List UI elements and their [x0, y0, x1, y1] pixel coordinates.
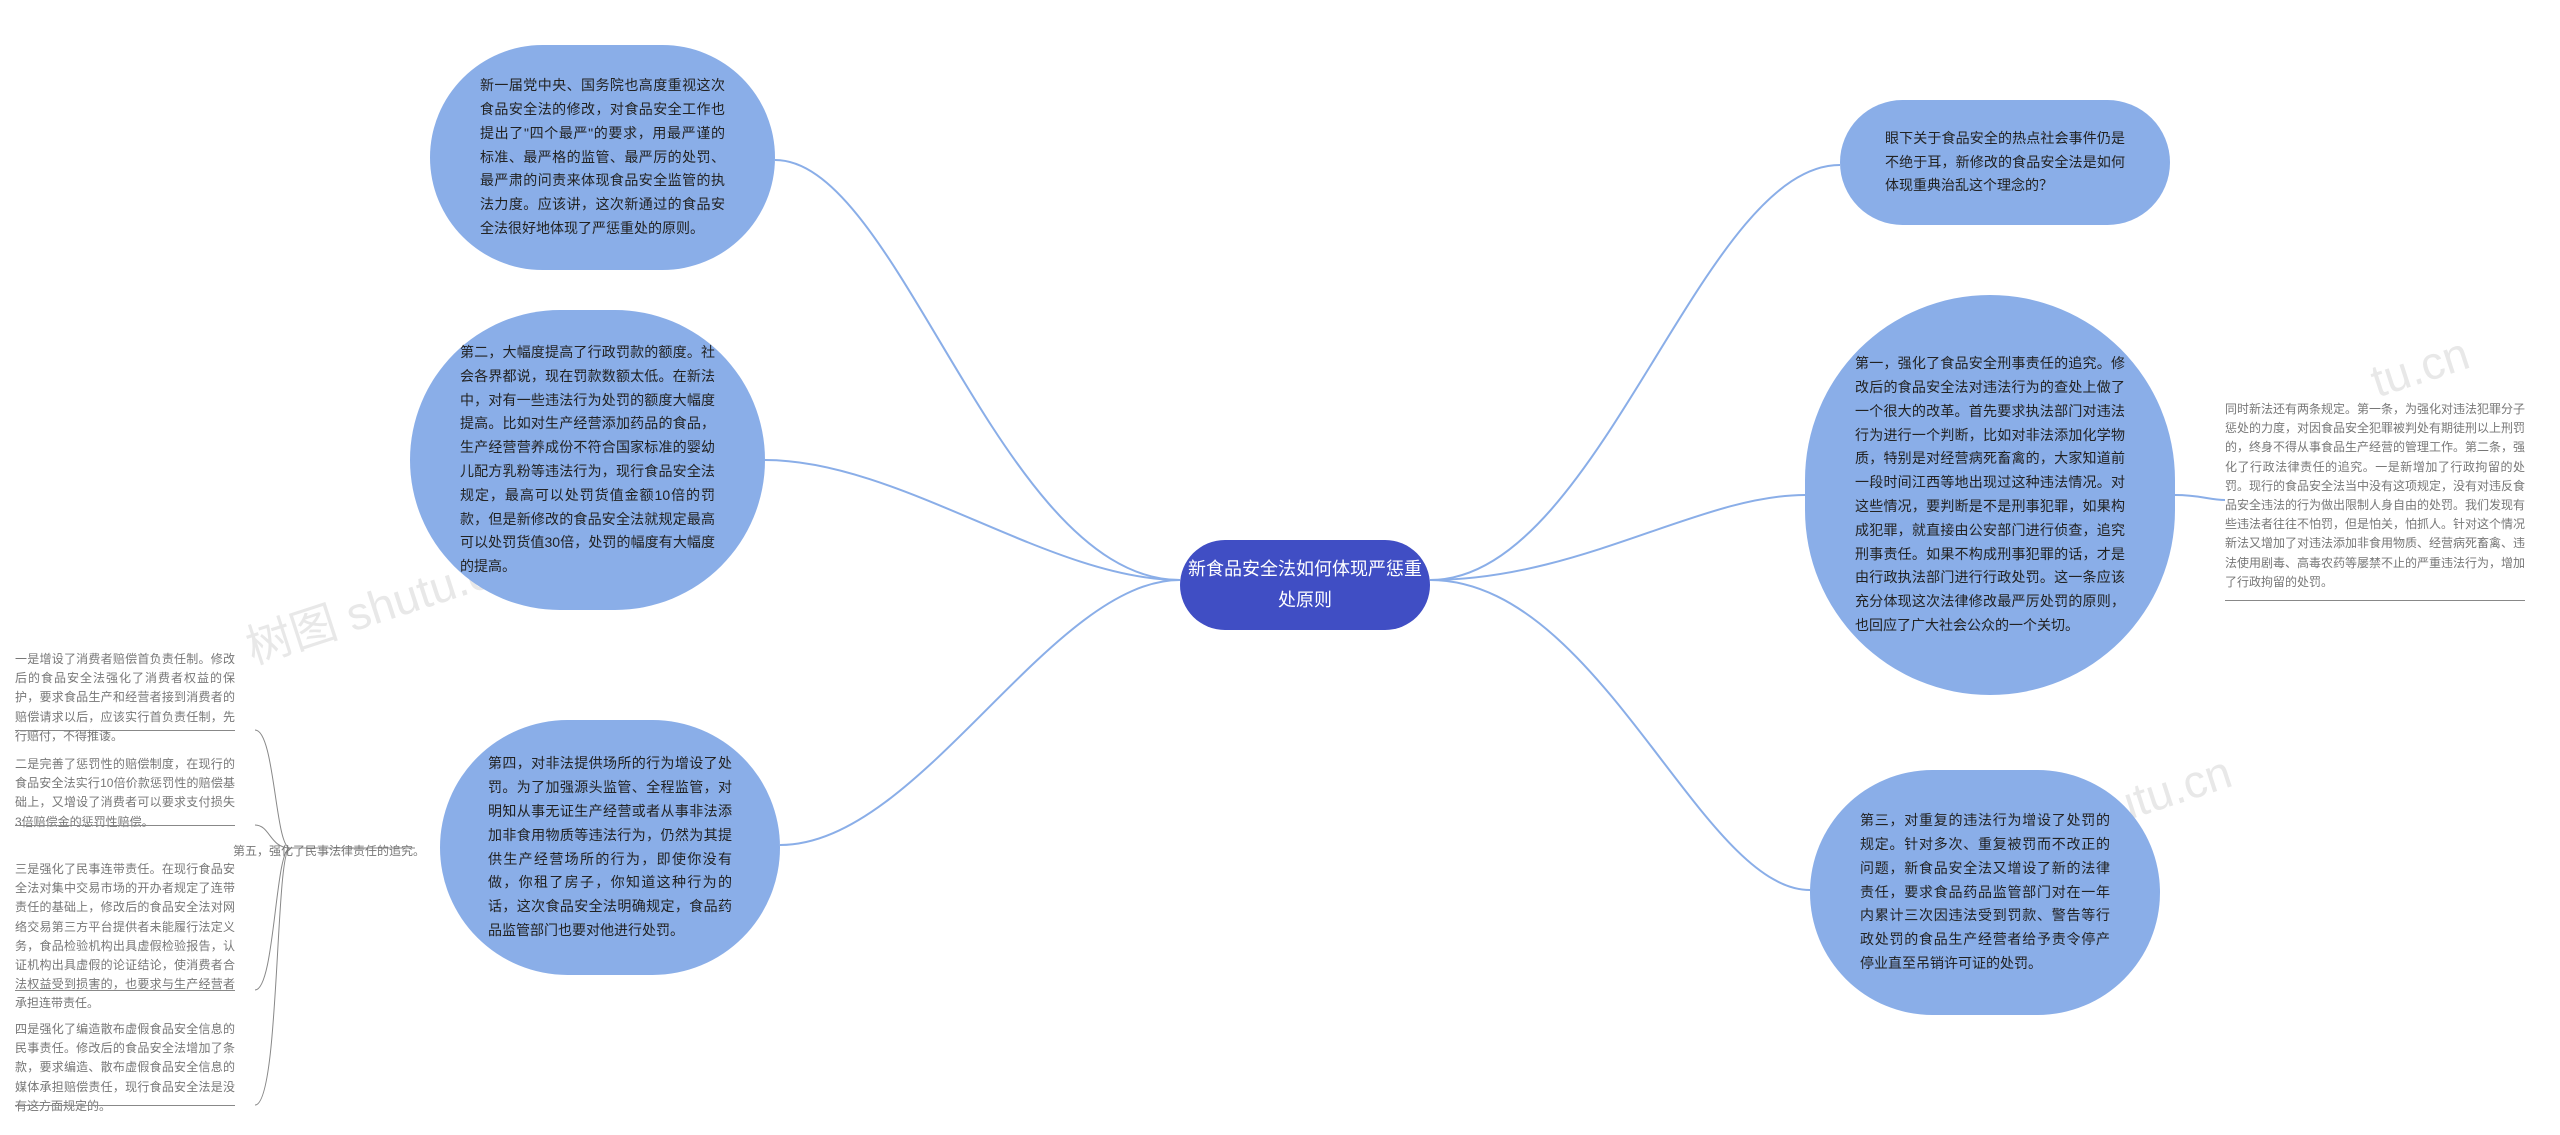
branch-node-L2[interactable]: 第二，大幅度提高了行政罚款的额度。社会各界都说，现在罚款数额太低。在新法中，对有… [410, 310, 765, 610]
branch-node-R2[interactable]: 第一，强化了食品安全刑事责任的追究。修改后的食品安全法对违法行为的查处上做了一个… [1805, 295, 2175, 695]
leaf-underline [15, 825, 235, 826]
branch-node-R3[interactable]: 第三，对重复的违法行为增设了处罚的规定。针对多次、重复被罚而不改正的问题，新食品… [1810, 770, 2160, 1015]
branch-text: 眼下关于食品安全的热点社会事件仍是不绝于耳，新修改的食品安全法是如何体现重典治乱… [1885, 127, 2125, 198]
leaf-underline [15, 990, 235, 991]
connector [780, 580, 1180, 845]
branch-node-L3[interactable]: 第四，对非法提供场所的行为增设了处罚。为了加强源头监管、全程监管，对明知从事无证… [440, 720, 780, 975]
leaf-node: 四是强化了编造散布虚假食品安全信息的民事责任。修改后的食品安全法增加了条款，要求… [15, 1020, 235, 1116]
branch-node-L1[interactable]: 新一届党中央、国务院也高度重视这次食品安全法的修改，对食品安全工作也提出了"四个… [430, 45, 775, 270]
center-text: 新食品安全法如何体现严惩重处原则 [1180, 554, 1430, 615]
branch-text: 新一届党中央、国务院也高度重视这次食品安全法的修改，对食品安全工作也提出了"四个… [480, 74, 725, 241]
connector [1430, 580, 1810, 890]
branch-text: 第二，大幅度提高了行政罚款的额度。社会各界都说，现在罚款数额太低。在新法中，对有… [460, 341, 715, 579]
branch-text: 第四，对非法提供场所的行为增设了处罚。为了加强源头监管、全程监管，对明知从事无证… [488, 752, 732, 942]
leaf-underline [2225, 600, 2525, 601]
branch-node-R1[interactable]: 眼下关于食品安全的热点社会事件仍是不绝于耳，新修改的食品安全法是如何体现重典治乱… [1840, 100, 2170, 225]
leaf-node: 二是完善了惩罚性的赔偿制度，在现行的食品安全法实行10倍价款惩罚性的赔偿基础上，… [15, 755, 235, 832]
leaf-bracket [255, 730, 415, 1105]
branch-text: 第一，强化了食品安全刑事责任的追究。修改后的食品安全法对违法行为的查处上做了一个… [1855, 352, 2125, 638]
connector [765, 460, 1180, 580]
leaf-node: 同时新法还有两条规定。第一条，为强化对违法犯罪分子惩处的力度，对因食品安全犯罪被… [2225, 400, 2525, 592]
connector [1430, 495, 1805, 580]
branch-text: 第三，对重复的违法行为增设了处罚的规定。针对多次、重复被罚而不改正的问题，新食品… [1860, 809, 2110, 976]
center-node[interactable]: 新食品安全法如何体现严惩重处原则 [1180, 540, 1430, 630]
watermark: tu.cn [2364, 326, 2476, 408]
branch-label-L3: 第五，强化了民事法律责任的追究。 [233, 842, 433, 861]
leaf-underline [15, 730, 235, 731]
leaf-node: 一是增设了消费者赔偿首负责任制。修改后的食品安全法强化了消费者权益的保护，要求食… [15, 650, 235, 746]
connector [775, 160, 1180, 580]
connector [2175, 495, 2225, 500]
connector [1430, 165, 1840, 580]
leaf-underline [15, 1105, 235, 1106]
